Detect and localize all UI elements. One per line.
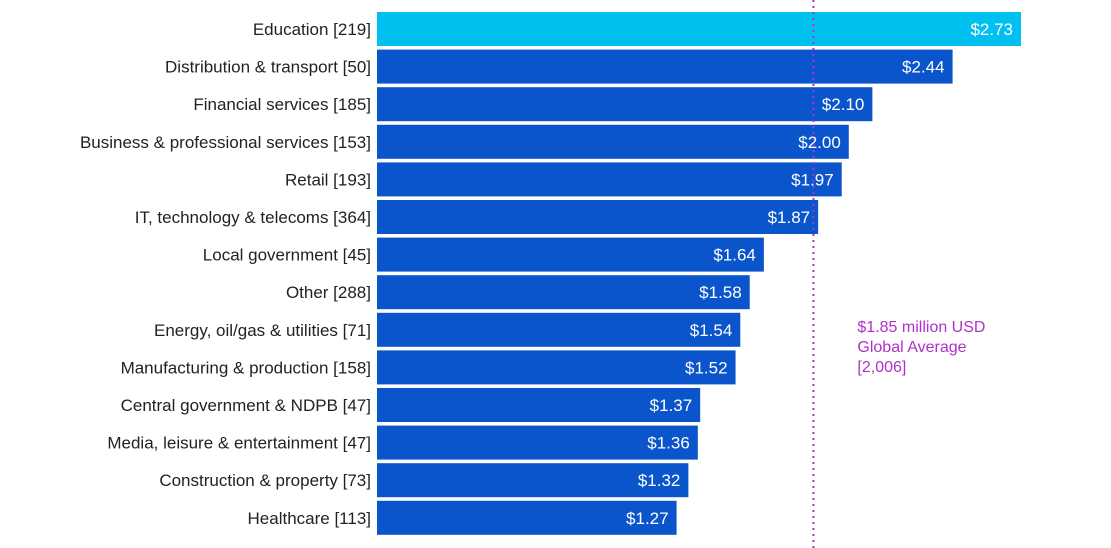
value-labels: $2.73 $2.44 $2.10 $2.00 $1.97 $1.87 $1.64 $1.58… <box>626 20 1013 528</box>
bar <box>377 425 698 460</box>
bar <box>377 350 736 385</box>
value-label: $1.97 <box>791 170 834 189</box>
bar <box>377 162 842 197</box>
category-label: Manufacturing & production [158] <box>121 358 371 377</box>
value-label: $1.27 <box>626 509 669 528</box>
value-label: $2.44 <box>902 58 945 77</box>
bar <box>377 200 819 234</box>
category-label: Energy, oil/gas & utilities [71] <box>154 321 371 340</box>
category-label: Distribution & transport [50] <box>165 58 371 77</box>
category-label: Central government & NDPB [47] <box>121 396 371 415</box>
value-label: $1.52 <box>685 358 728 377</box>
category-label: Business & professional services [153] <box>80 133 371 152</box>
bar <box>377 500 677 535</box>
bar <box>377 275 750 310</box>
category-label: Local government [45] <box>203 246 371 265</box>
bar <box>377 312 741 347</box>
category-labels: Education [219] Distribution & transport … <box>80 20 371 528</box>
category-label: Healthcare [113] <box>248 509 371 528</box>
category-label: Financial services [185] <box>193 95 371 114</box>
bar <box>377 49 953 84</box>
value-label: $2.73 <box>970 20 1013 39</box>
value-label: $1.64 <box>713 246 756 265</box>
category-label: Media, leisure & entertainment [47] <box>107 434 371 453</box>
bar <box>377 12 1021 46</box>
bar <box>377 124 849 159</box>
value-label: $1.36 <box>647 434 690 453</box>
value-label: $1.37 <box>650 396 693 415</box>
value-label: $1.87 <box>768 208 811 227</box>
value-label: $1.58 <box>699 283 742 302</box>
category-label: IT, technology & telecoms [364] <box>135 208 371 227</box>
bar <box>377 463 689 498</box>
bar <box>377 237 764 272</box>
bar <box>377 87 873 122</box>
category-label: Education [219] <box>253 20 371 39</box>
value-label: $2.00 <box>798 133 841 152</box>
bars-group <box>377 12 1021 535</box>
category-label: Construction & property [73] <box>159 471 371 490</box>
value-label: $2.10 <box>822 95 865 114</box>
global-average-label: $1.85 million USD Global Average [2,006] <box>857 319 985 376</box>
global-average-label-line: [2,006] <box>857 359 906 376</box>
value-label: $1.54 <box>690 321 733 340</box>
global-average-label-line: Global Average <box>857 339 966 356</box>
category-label: Retail [193] <box>285 170 371 189</box>
category-label: Other [288] <box>286 283 371 302</box>
bar <box>377 388 701 422</box>
global-average-label-line: $1.85 million USD <box>857 319 985 336</box>
value-label: $1.32 <box>638 471 681 490</box>
